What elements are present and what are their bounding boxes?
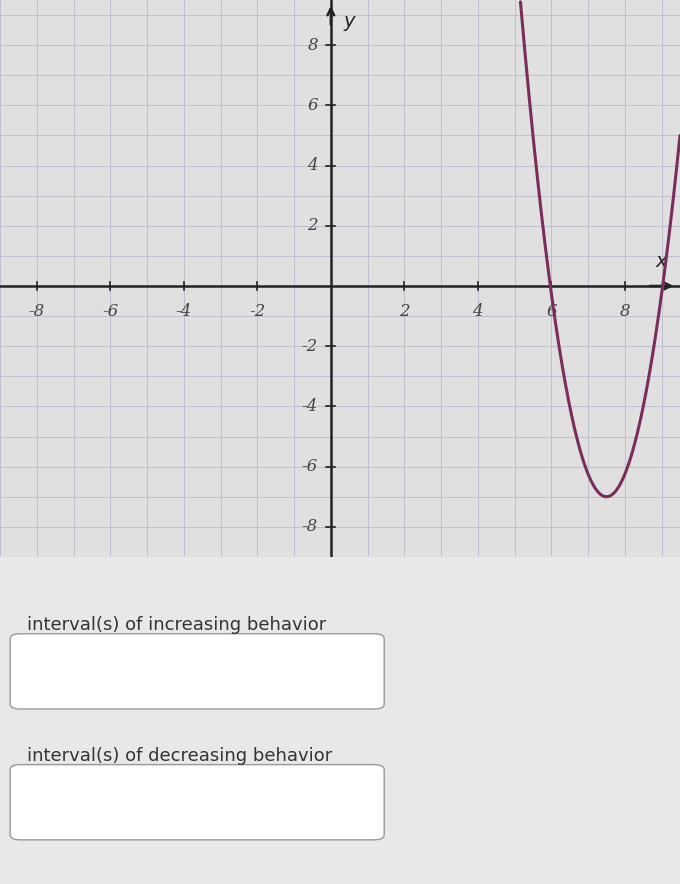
Text: y: y: [343, 11, 355, 31]
Text: -2: -2: [302, 338, 318, 354]
Text: -8: -8: [302, 518, 318, 536]
Text: -8: -8: [29, 302, 45, 319]
Text: -4: -4: [302, 398, 318, 415]
Text: -2: -2: [249, 302, 265, 319]
Text: 6: 6: [546, 302, 557, 319]
FancyBboxPatch shape: [10, 765, 384, 840]
Text: -6: -6: [102, 302, 118, 319]
Text: -4: -4: [175, 302, 192, 319]
Text: x: x: [656, 252, 667, 271]
Text: 8: 8: [619, 302, 630, 319]
Text: 8: 8: [307, 36, 318, 54]
FancyBboxPatch shape: [10, 634, 384, 709]
Text: 4: 4: [473, 302, 483, 319]
Text: 2: 2: [399, 302, 409, 319]
Text: interval(s) of increasing behavior: interval(s) of increasing behavior: [27, 616, 326, 634]
Text: 6: 6: [307, 97, 318, 114]
Text: 4: 4: [307, 157, 318, 174]
Text: interval(s) of decreasing behavior: interval(s) of decreasing behavior: [27, 747, 333, 765]
Text: 2: 2: [307, 217, 318, 234]
Text: -6: -6: [302, 458, 318, 475]
